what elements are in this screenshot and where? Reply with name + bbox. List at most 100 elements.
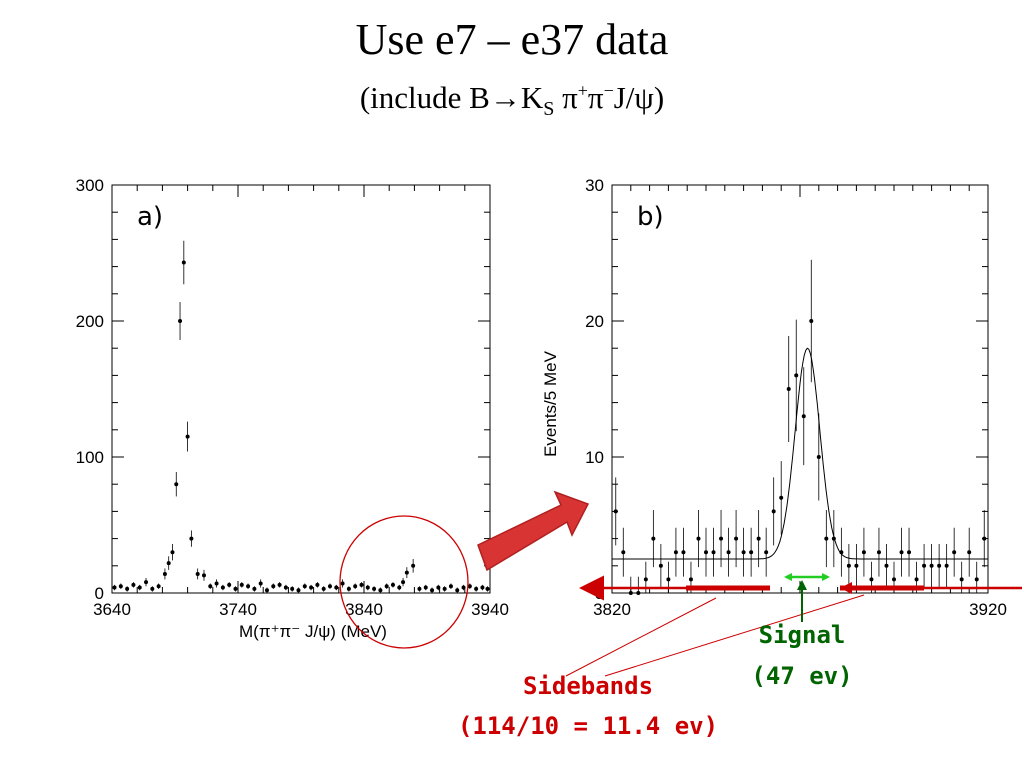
data-point: [423, 585, 428, 590]
data-point: [321, 586, 326, 591]
data-point: [474, 586, 479, 591]
data-point: [944, 563, 949, 568]
data-point: [309, 585, 314, 590]
data-point: [869, 577, 874, 582]
x3872-highlight-circle: [339, 515, 469, 649]
data-point: [359, 582, 364, 587]
y-tick-label: 30: [585, 176, 604, 195]
data-point: [214, 581, 219, 586]
data-point: [461, 585, 466, 590]
data-point: [181, 260, 186, 265]
data-point: [876, 550, 881, 555]
data-point: [613, 509, 618, 514]
data-point: [756, 536, 761, 541]
data-point: [346, 586, 351, 591]
data-point: [397, 585, 402, 590]
plot-frame: [111, 184, 491, 594]
data-point: [854, 563, 859, 568]
signal-pointer-head: [797, 580, 807, 590]
y-tick-label: 300: [76, 176, 104, 195]
y-tick-label: 200: [76, 312, 104, 331]
data-point: [892, 577, 896, 582]
data-point: [899, 550, 904, 555]
data-point: [937, 563, 942, 568]
callout-arrow-shape: [477, 490, 590, 572]
data-point: [967, 550, 972, 555]
panel-label: b): [637, 202, 664, 232]
data-point: [786, 387, 791, 391]
panel-label: a): [137, 202, 163, 232]
x-tick-label: 3640: [93, 600, 131, 619]
y-tick-label: 100: [76, 448, 104, 467]
data-point: [681, 550, 686, 555]
data-point: [726, 550, 731, 555]
data-point: [327, 584, 332, 589]
signal-label: Signal: [759, 621, 846, 649]
data-point: [673, 550, 678, 555]
data-point: [384, 584, 389, 589]
data-point: [220, 585, 225, 590]
data-point: [628, 591, 633, 595]
data-point: [290, 586, 295, 591]
data-point: [779, 495, 784, 500]
data-point: [907, 550, 912, 555]
y-axis-title: Events/5 MeV: [541, 350, 560, 456]
data-point: [749, 550, 754, 555]
data-point: [801, 414, 806, 419]
data-point: [170, 550, 175, 555]
data-point: [696, 536, 701, 541]
data-point: [704, 550, 708, 555]
data-point: [442, 586, 447, 591]
data-point: [861, 550, 866, 555]
data-point: [771, 509, 776, 514]
data-point: [372, 586, 377, 591]
signal-window-left-head: [784, 573, 792, 581]
subtitle-k-sub: S: [543, 98, 555, 121]
data-point: [162, 571, 167, 576]
x-axis-title: M(π⁺π⁻ J/ψ) (MeV): [239, 622, 387, 641]
data-point: [688, 577, 693, 582]
subtitle-pi2-sup: −: [603, 80, 614, 101]
data-point: [417, 586, 422, 591]
data-point: [246, 584, 251, 589]
data-point: [178, 319, 183, 323]
sidebands-label: Sidebands: [523, 672, 653, 700]
data-point: [296, 588, 301, 593]
data-point: [353, 584, 358, 589]
chart-a: 3640 3740 3840 3940 0 100 200 300 M(π⁺π⁻ J/ψ) (M…: [76, 176, 509, 641]
data-point: [922, 563, 927, 568]
data-point: [816, 455, 821, 459]
data-point: [144, 580, 149, 585]
data-point: [258, 581, 263, 586]
data-point: [315, 582, 320, 587]
data-point: [302, 584, 307, 589]
data-point: [401, 580, 406, 585]
data-point: [404, 570, 409, 575]
data-point: [480, 585, 485, 590]
data-point: [455, 588, 460, 593]
subtitle-suffix: J/ψ): [613, 80, 665, 115]
x-tick-label: 3820: [593, 600, 631, 619]
data-point: [208, 584, 213, 589]
y-tick-label: 20: [585, 312, 604, 331]
data-point: [974, 577, 979, 582]
signal-window-right-head: [822, 573, 830, 581]
y-tick-label: 10: [585, 448, 604, 467]
data-point: [764, 550, 769, 555]
data-point: [137, 585, 142, 590]
data-point: [340, 581, 345, 586]
data-point: [390, 582, 395, 587]
subtitle-prefix: (include B: [359, 80, 490, 115]
data-point: [448, 584, 453, 589]
subtitle-pi1-sup: +: [577, 80, 588, 101]
data-point: [430, 588, 435, 593]
subtitle-pi2: π: [587, 80, 604, 115]
data-point: [436, 585, 441, 590]
data-point: [636, 591, 641, 595]
data-point: [277, 582, 282, 587]
fit-curve: [612, 347, 988, 560]
subtitle-k: K: [520, 80, 544, 115]
data-point: [711, 550, 716, 555]
data-point: [125, 586, 130, 591]
